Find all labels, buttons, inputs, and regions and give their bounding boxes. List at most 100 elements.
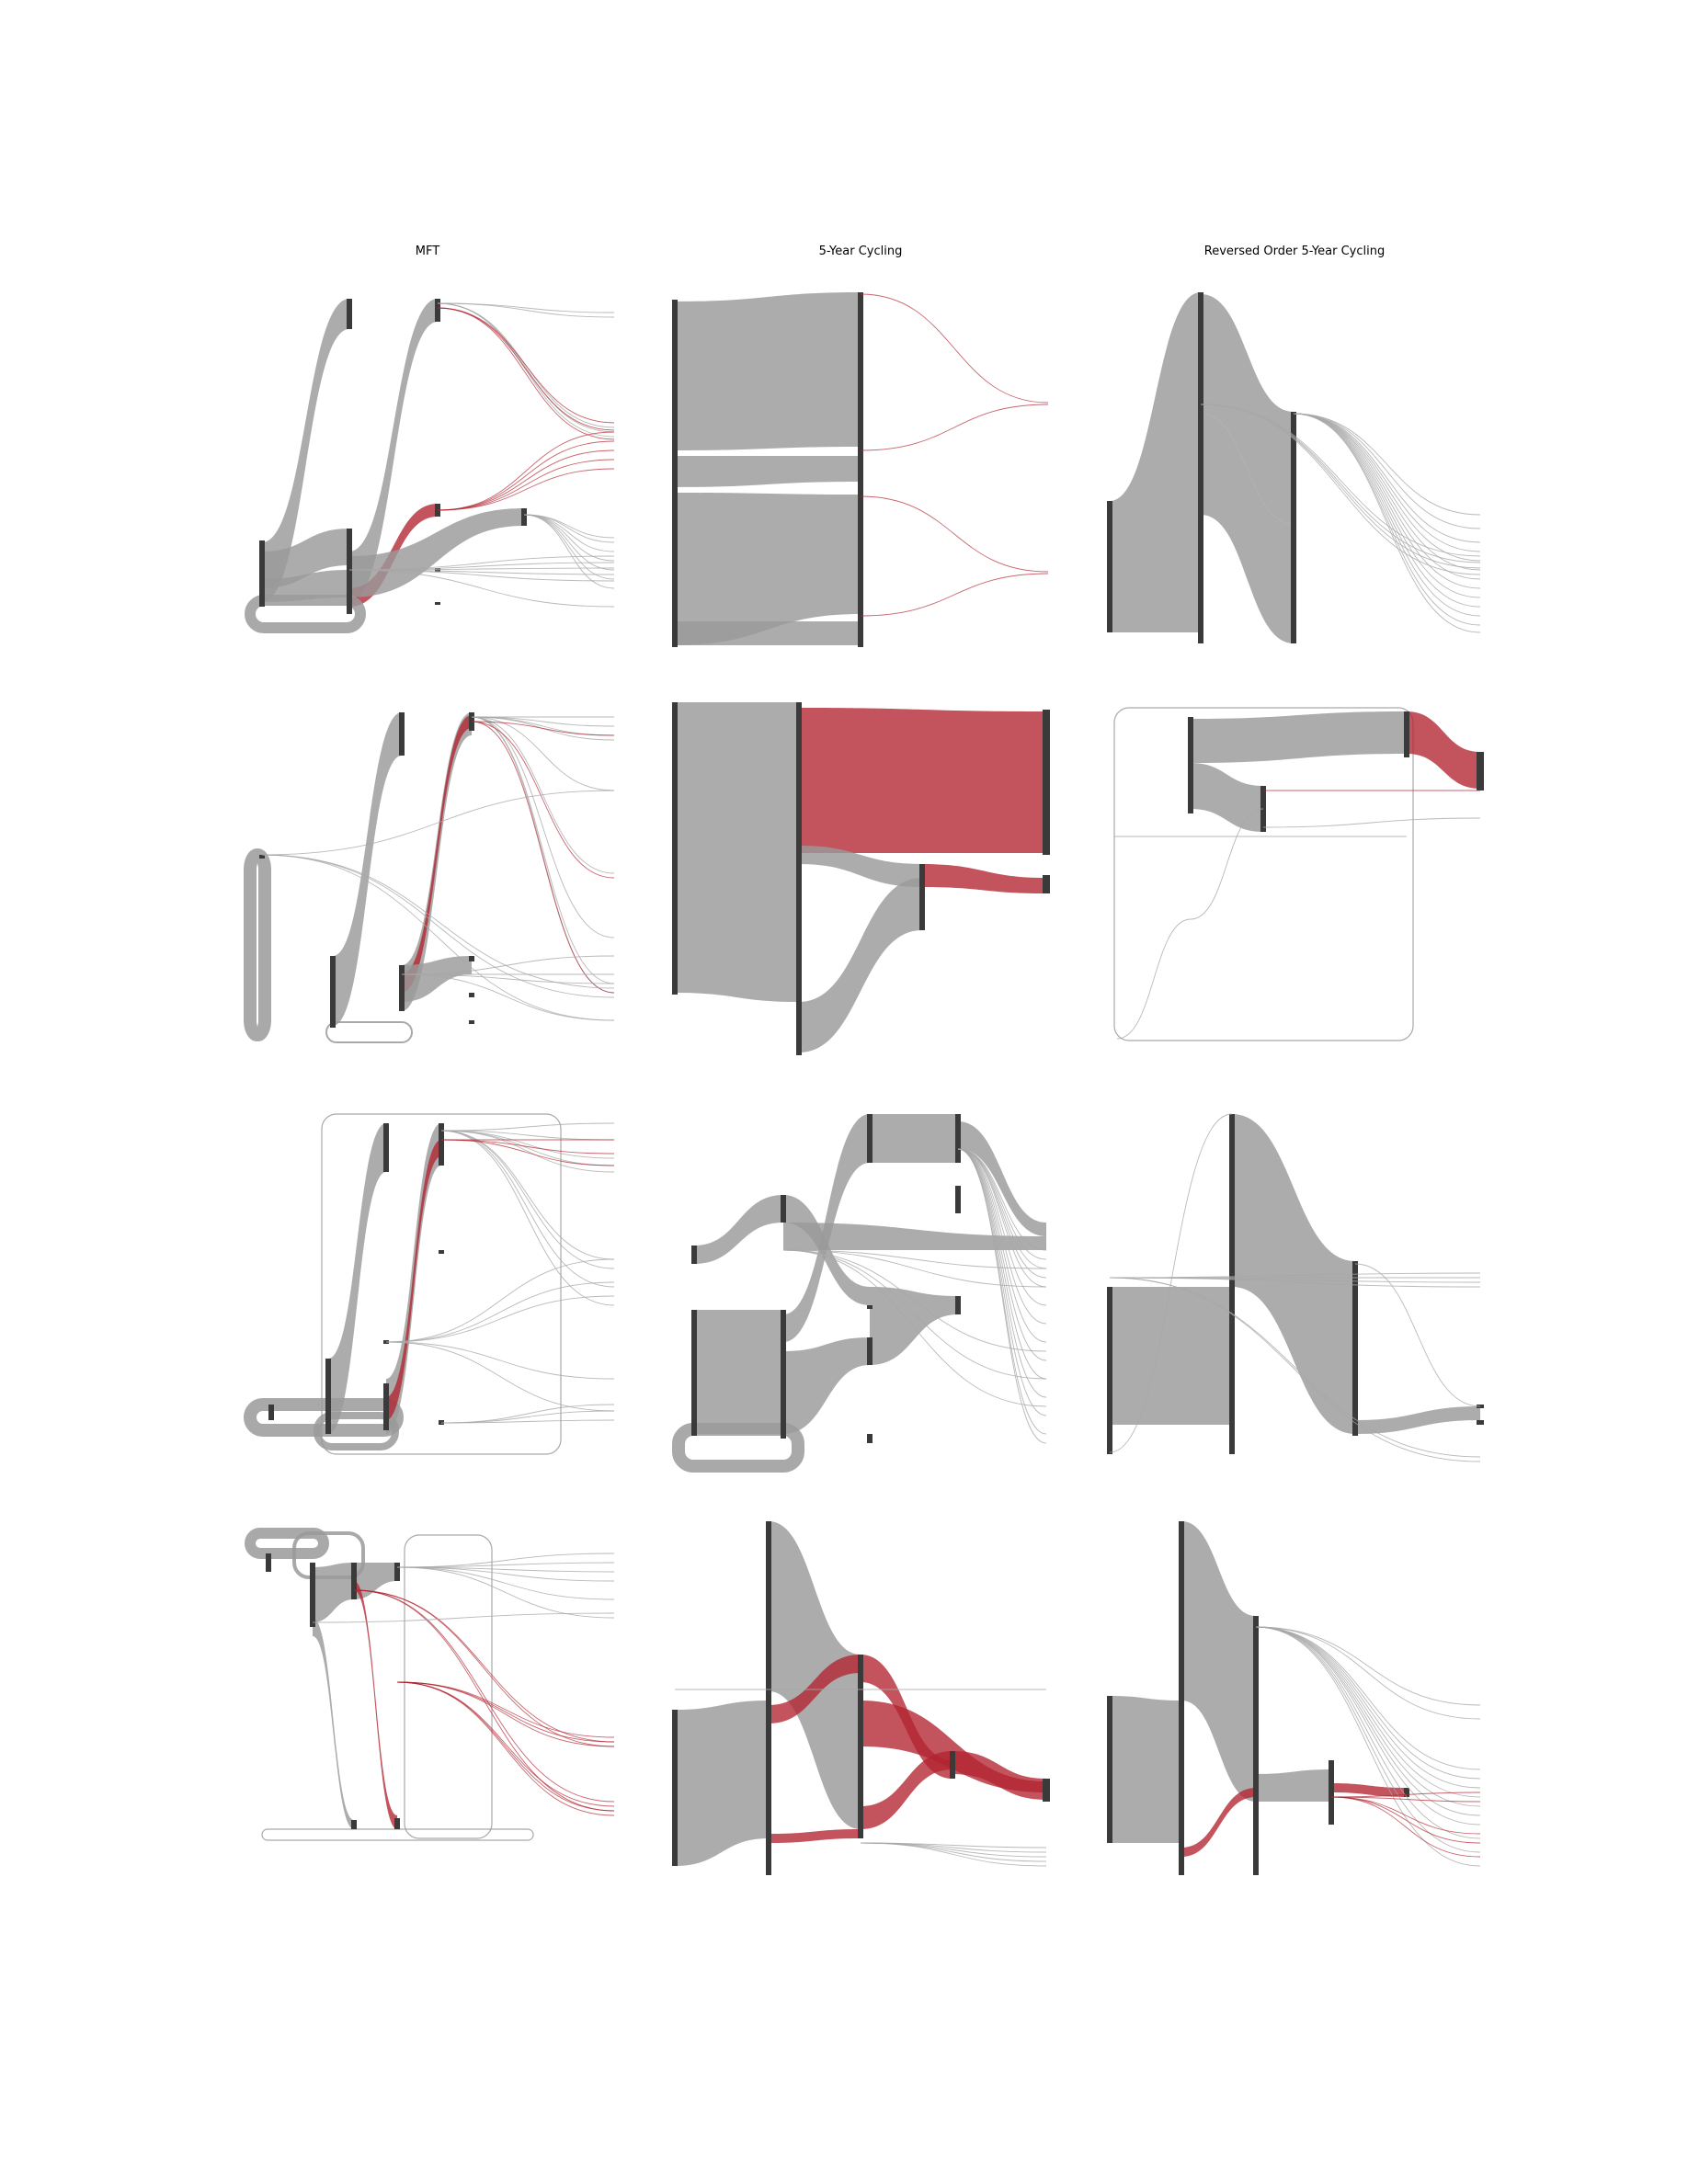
flow-band [1110,519,1201,632]
flow-line [1293,413,1481,626]
flow-line [440,1419,615,1424]
flow-line [437,449,615,511]
loop-flow [314,1412,399,1450]
flow-band [1256,1769,1331,1802]
flow-line [1262,817,1481,828]
sankey-node [1253,1616,1259,1875]
flow-band [262,299,349,602]
flow-band [783,1337,870,1434]
flow-band [1110,1696,1181,1843]
flow-line [440,1139,615,1155]
flow-line [782,1249,1047,1352]
loop-flow [325,1021,413,1043]
sankey-node [1291,412,1296,643]
loop-flow [244,848,271,1041]
sankey-node [325,1359,331,1434]
flow-line [1255,1626,1481,1826]
flow-line [1109,1277,1481,1288]
sankey-node [1229,1114,1235,1454]
sankey-node [867,1114,873,1163]
flow-line [1200,404,1481,569]
flow-line [1330,1796,1481,1835]
flow-band [349,508,524,597]
loop-flow [245,1528,329,1559]
sankey-node [919,864,925,930]
flow-band [1191,711,1407,763]
flow-band [313,1563,354,1622]
flow-band [1110,1287,1232,1425]
flow-line [860,573,1049,617]
flow-line [353,1589,615,1803]
loop-flow [261,1828,534,1841]
column-title-5-year-cycling: 5-Year Cycling [819,245,903,258]
flow-band [402,712,472,1011]
flow-band [675,846,799,1002]
panel-rev-row3 [1107,1113,1484,1462]
panel-mft-row1 [245,299,615,633]
flow-line [440,1130,615,1173]
flow-line [1293,413,1481,529]
loop-flow [244,1398,404,1437]
sankey-node [1043,710,1050,855]
flow-line [385,1258,615,1343]
flow-line [471,721,615,879]
sankey-node [394,1818,400,1829]
flow-line [957,1148,1047,1288]
sankey-node [435,602,440,605]
sankey-node [439,1250,444,1254]
flow-line [348,569,615,608]
flow-line [1255,1626,1481,1770]
flow-line [385,1295,615,1343]
flow-line [860,495,1049,573]
flow-band [870,1114,958,1163]
flow-line [1293,413,1481,608]
flow-line [957,1148,1047,1306]
flow-line [1354,1263,1481,1407]
panel-rev-row4 [1107,1521,1481,1875]
flow-band [328,1123,386,1434]
flow-band [1201,414,1294,643]
flow-line [437,302,615,433]
sankey-node [858,292,863,647]
sankey-node [766,1521,771,1875]
flow-line [261,854,615,998]
flow-line [261,854,615,1021]
flow-line [860,404,1049,451]
flow-band [1181,1521,1256,1802]
sankey-node [1329,1760,1334,1825]
sankey-node [672,1710,678,1866]
flow-band [799,846,922,887]
flow-line [1293,413,1481,580]
sankey-node [1179,1521,1184,1875]
flow-line [440,1122,615,1132]
flow-line [957,1148,1047,1444]
flow-line [396,1681,615,1812]
flow-band-highlight [922,864,1046,893]
sankey-node [399,712,405,756]
panel-rev-row1 [1107,292,1481,643]
sankey-node [1043,875,1050,893]
sankey-node [950,1751,955,1779]
sankey-node [469,956,474,961]
flow-line [353,1589,615,1812]
flow-line [437,431,615,511]
flow-line [1109,1113,1233,1453]
sankey-node [259,855,265,859]
sankey-node [1107,1696,1112,1843]
sankey-node [691,1310,697,1436]
flow-band-highlight [769,1829,861,1843]
sankey-node [351,1563,357,1599]
panel-5yr-row3 [672,1114,1047,1473]
flow-line [437,440,615,511]
sankey-node [955,1114,961,1163]
sankey-node [330,956,336,1028]
flow-line [782,1249,1047,1269]
sankey-node [351,1820,357,1829]
flow-line [396,1681,615,1816]
flow-line [471,716,615,791]
flow-line [437,302,615,438]
sankey-node [867,1305,873,1309]
flow-line [471,721,615,994]
flow-band-highlight [861,1701,1046,1792]
sankey-node [672,300,678,647]
